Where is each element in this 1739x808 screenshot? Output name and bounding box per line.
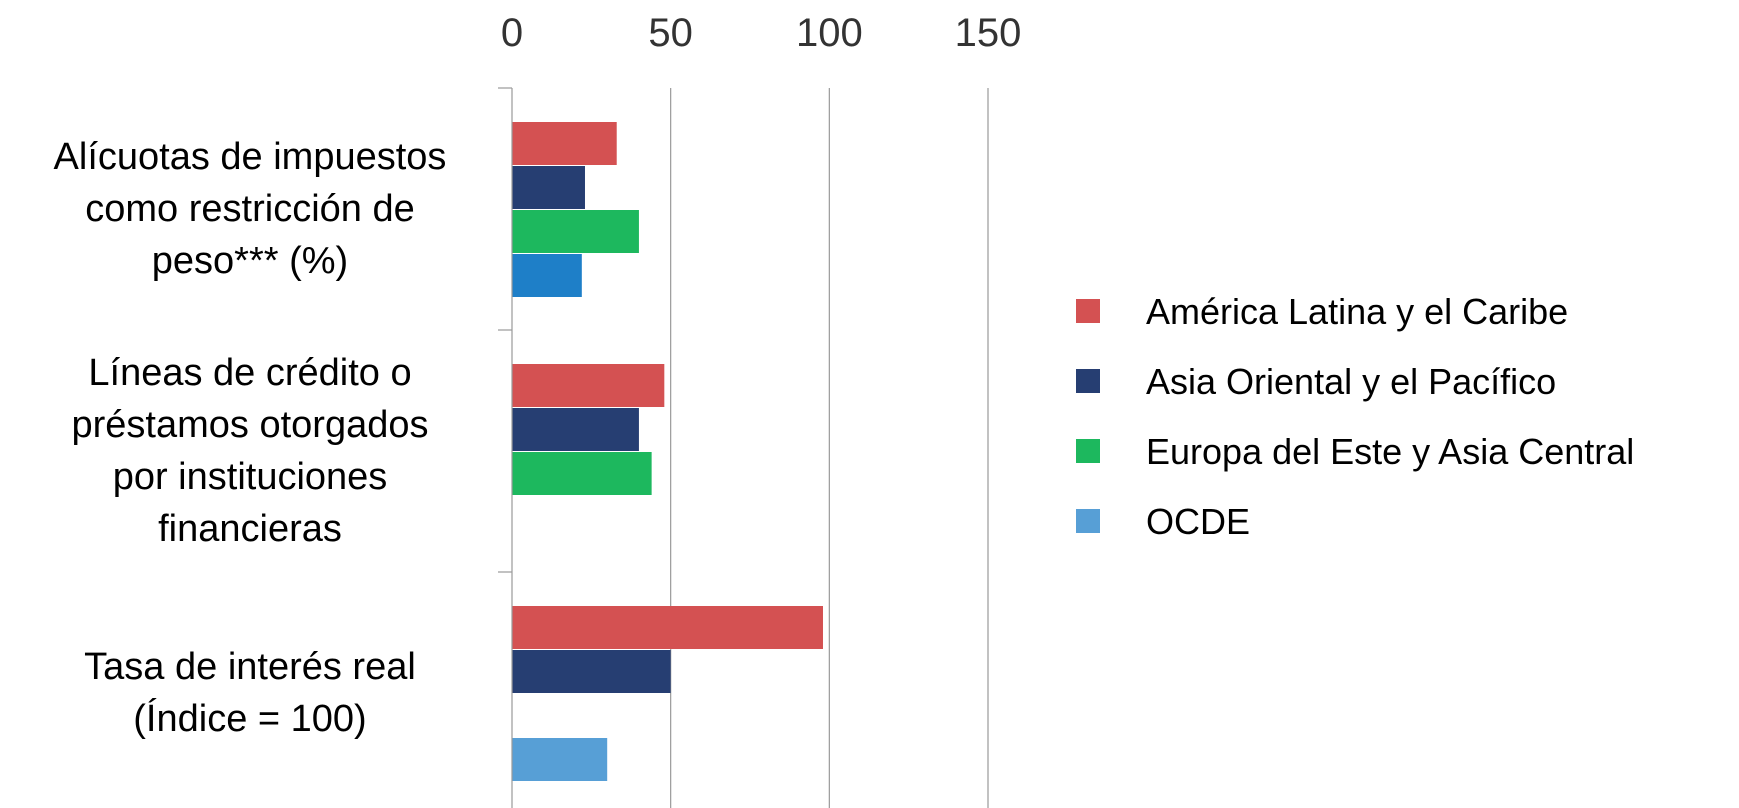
legend-swatch	[1076, 299, 1100, 323]
bar	[512, 364, 665, 407]
x-tick-label: 0	[501, 11, 523, 55]
bar	[512, 452, 652, 495]
bar	[512, 254, 582, 297]
bar	[512, 650, 671, 693]
legend-label: Asia Oriental y el Pacífico	[1146, 361, 1556, 402]
bar	[512, 210, 639, 253]
category-label: Líneas de crédito o	[88, 352, 411, 394]
legend: América Latina y el Caribe Asia Oriental …	[1076, 291, 1634, 542]
category-label: Tasa de interés real	[84, 646, 416, 688]
category-label: (Índice = 100)	[133, 697, 366, 740]
y-axis	[498, 87, 513, 808]
category-label: como restricción de	[85, 188, 414, 230]
legend-swatch	[1076, 509, 1100, 533]
category-label: por instituciones	[113, 456, 388, 498]
bar	[512, 408, 639, 451]
bar	[512, 122, 617, 165]
legend-swatch	[1076, 439, 1100, 463]
legend-swatch	[1076, 369, 1100, 393]
bar	[512, 166, 585, 209]
x-tick-label: 150	[955, 11, 1022, 55]
category-label: peso*** (%)	[152, 240, 348, 282]
category-labels: Alícuotas de impuestos como restricción d…	[54, 136, 447, 740]
legend-label: América Latina y el Caribe	[1146, 291, 1568, 332]
category-label: financieras	[158, 508, 342, 550]
gridlines	[670, 88, 989, 808]
bar	[512, 606, 823, 649]
legend-label: Europa del Este y Asia Central	[1146, 431, 1634, 472]
bars	[512, 122, 823, 781]
x-tick-label: 50	[648, 11, 693, 55]
legend-label: OCDE	[1146, 501, 1250, 542]
x-axis-ticks: 0 50 100 150	[501, 11, 1022, 55]
bar	[512, 738, 608, 781]
category-label: préstamos otorgados	[72, 404, 429, 446]
category-label: Alícuotas de impuestos	[54, 136, 447, 178]
x-tick-label: 100	[796, 11, 863, 55]
